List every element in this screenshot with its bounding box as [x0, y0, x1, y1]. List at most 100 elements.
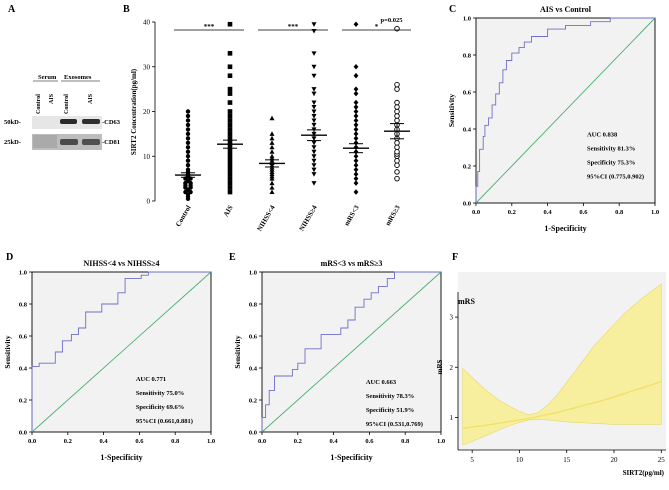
data-point — [394, 157, 400, 164]
data-point — [311, 73, 317, 79]
y-axis-label: mRS — [436, 360, 444, 375]
data-point — [311, 163, 317, 168]
data-point — [269, 140, 275, 145]
x-tick-label: 1.0 — [437, 438, 445, 445]
spline-plot-f: 5 10 15 20 25 1 2 3 mRS mRS SIRT2(pg/ml) — [436, 272, 666, 477]
y-tick-label: 0.8 — [19, 301, 28, 308]
data-point — [394, 140, 400, 146]
panel-d-letter: D — [6, 252, 13, 263]
data-point — [311, 181, 317, 186]
x-tick-label: 0.8 — [401, 438, 410, 445]
data-point — [311, 172, 317, 177]
x-tick-label: 10 — [516, 456, 524, 464]
data-point — [269, 115, 275, 121]
data-point — [311, 113, 317, 119]
p-value-label: p=0.025 — [381, 17, 404, 24]
x-tick-label: 0.6 — [365, 438, 374, 445]
panel-c-letter: C — [449, 4, 456, 15]
stat-annotation: 95%CI (0.775,0.902) — [587, 173, 644, 180]
x-tick-label: 0.2 — [508, 209, 516, 216]
lane-label: AIS — [88, 93, 94, 104]
y-tick-label: 0.8 — [463, 52, 472, 59]
data-point — [185, 149, 191, 154]
category-label: NIHSS<4 — [256, 204, 277, 233]
y-tick-label: 0.6 — [19, 333, 28, 340]
reference-diagonal — [261, 271, 442, 433]
data-point — [311, 149, 317, 155]
data-point — [394, 162, 400, 168]
x-tick-label: 5 — [470, 456, 474, 464]
data-point — [227, 185, 233, 190]
plot-title: NIHSS<4 vs NIHSS≥4 — [83, 259, 159, 268]
data-point — [311, 22, 317, 27]
data-point — [394, 99, 400, 106]
data-point — [394, 144, 400, 151]
data-point — [227, 136, 233, 141]
y-tick-label: 0.2 — [249, 397, 257, 404]
stat-annotation: Specificity 51.9% — [366, 407, 414, 414]
y-axis-label: Sensitivity — [3, 335, 12, 369]
y-tick-label: 0.4 — [463, 126, 472, 133]
data-point — [227, 86, 233, 92]
data-point — [227, 131, 233, 137]
data-point — [269, 184, 275, 190]
x-tick-label: 0.0 — [258, 438, 266, 445]
data-point — [269, 189, 275, 195]
data-point — [353, 86, 359, 92]
b-significance-brackets: *** *** *p=0.025 — [174, 17, 411, 31]
data-point — [394, 104, 400, 110]
data-point — [227, 189, 233, 195]
data-point — [227, 91, 233, 96]
data-point — [394, 175, 400, 182]
y-tick-label: 40 — [143, 19, 151, 27]
data-point — [353, 135, 359, 142]
panel-d: D NIHSS<4 vs NIHSS≥4 0.00.0 0.2 0.2 0.4 0.4 0.… — [3, 252, 215, 462]
band — [82, 119, 100, 124]
y-tick-label: 1 — [450, 414, 454, 422]
x-axis-label: SIRT2(pg/ml) — [623, 469, 665, 477]
data-point — [311, 122, 317, 128]
x-tick-label: 0.4 — [330, 438, 339, 445]
panel-a: A Serum Exosomes Control AIS Control AIS… — [4, 4, 121, 150]
panel-c: C AIS vs Control 0.00.0 0.2 0.2 0.4 0.4 0.6 0.6… — [447, 4, 659, 233]
panel-e: E mRS<3 vs mRS≥3 0.00.0 0.2 0.2 0.4 0.4 0.6 0.6… — [229, 252, 445, 462]
data-point — [185, 136, 191, 141]
data-point — [269, 153, 275, 159]
data-point — [353, 108, 359, 115]
stat-annotation: 95%CI (0.531,0.769) — [366, 421, 423, 428]
data-point — [353, 166, 359, 173]
data-point — [311, 140, 317, 146]
lane-label: Control — [64, 94, 70, 114]
y-tick-label: 10 — [143, 153, 151, 161]
stat-annotation: AUC 0.771 — [136, 376, 166, 383]
data-point — [353, 72, 359, 79]
data-point — [311, 105, 317, 110]
panel-f: F 5 10 15 20 25 1 2 3 mRS mRS SIRT2(pg/ml) — [436, 252, 666, 477]
data-point — [185, 118, 191, 123]
data-point — [311, 118, 317, 124]
data-point — [227, 167, 233, 172]
x-tick-label: 0.2 — [64, 438, 72, 445]
panel-b-letter: B — [123, 4, 130, 15]
b-yticks: 0 10 20 30 40 — [143, 19, 155, 206]
data-point — [227, 21, 233, 27]
x-tick-label: 20 — [611, 456, 619, 464]
marker-kd: 50kD- — [4, 119, 21, 126]
data-point — [311, 64, 317, 70]
group-serum-label: Serum — [38, 74, 57, 81]
y-tick-label: 1.0 — [249, 269, 257, 276]
data-point — [353, 122, 359, 128]
data-point — [353, 21, 359, 28]
roc-curve — [261, 271, 441, 432]
roc-plot-d: NIHSS<4 vs NIHSS≥4 0.00.0 0.2 0.2 0.4 0.4 0.6 0… — [3, 259, 215, 462]
data-point — [269, 131, 275, 136]
significance-label: * — [375, 23, 379, 31]
y-axis-label: Sensitivity — [233, 335, 242, 369]
data-point — [185, 109, 191, 114]
data-point — [353, 171, 359, 177]
data-point — [269, 180, 275, 186]
y-tick-label: 0 — [147, 198, 151, 206]
data-point — [353, 189, 359, 195]
stat-annotation: Sensitivity 81.3% — [587, 145, 635, 152]
